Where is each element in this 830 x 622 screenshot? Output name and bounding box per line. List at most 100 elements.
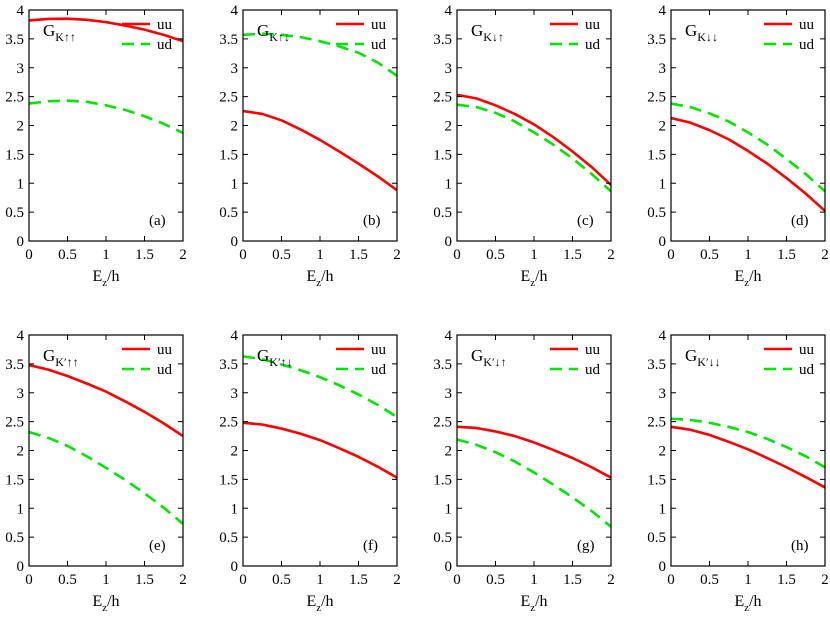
panel-f-xtick-label: 2 — [393, 572, 401, 588]
panel-c-ytick-label: 2.5 — [433, 90, 452, 106]
panel-d-xtick-label: 2 — [821, 247, 829, 263]
panel-d-ytick-label: 4 — [659, 3, 667, 19]
panel-e-xtick-label: 1 — [102, 572, 110, 588]
panel-c-xtick-label: 2 — [607, 247, 615, 263]
panel-a: 0 0.5 1 1.5 2 0 0.5 1 1.5 2 2.5 3 3.5 4 Ez/h GK↑↑ uu ud (a… — [5, 3, 187, 289]
panel-f: 0 0.5 1 1.5 2 0 0.5 1 1.5 2 2.5 3 3.5 4 Ez/h GK′↑↓ uu ud (… — [219, 328, 401, 614]
panel-f-title: GK′↑↓ — [257, 346, 293, 369]
panel-g-ytick-label: 1.5 — [433, 472, 452, 488]
panel-h-curves — [671, 417, 825, 489]
panel-e-xtick-label: 0 — [25, 572, 33, 588]
panel-c-xtick-label: 0 — [453, 247, 461, 263]
panel-d-series-ud — [671, 102, 825, 193]
panel-c-xtick-label: 0.5 — [486, 247, 505, 263]
panel-c-ytick-label: 1.5 — [433, 147, 452, 163]
panel-h-ytick-label: 2.5 — [647, 415, 666, 431]
panel-c: 0 0.5 1 1.5 2 0 0.5 1 1.5 2 2.5 3 3.5 4 Ez/h GK↓↑ uu ud (c… — [433, 3, 615, 289]
panel-c-xtick-label: 1.5 — [563, 247, 582, 263]
panel-a-xtick-label: 0.5 — [58, 247, 77, 263]
panel-d-ytick-label: 2 — [659, 119, 667, 135]
panel-e-curves — [29, 363, 183, 525]
panel-h-xtick-label: 0 — [667, 572, 675, 588]
panel-d-series-uu — [671, 116, 825, 212]
panel-g-title: GK′↓↑ — [471, 346, 507, 369]
panel-f-ytick-label: 3.5 — [219, 357, 238, 373]
panel-f-ytick-label: 2.5 — [219, 415, 238, 431]
panel-h-legend-label-uu: uu — [799, 342, 815, 358]
panel-e-legend-label-uu: uu — [157, 342, 173, 358]
panel-a-xtick-label: 0 — [25, 247, 33, 263]
panel-h-ytick-label: 1 — [659, 501, 667, 517]
panel-e-ytick-label: 3.5 — [5, 357, 24, 373]
panel-g: 0 0.5 1 1.5 2 0 0.5 1 1.5 2 2.5 3 3.5 4 Ez/h GK′↓↑ uu ud (… — [433, 328, 615, 614]
panel-b: 0 0.5 1 1.5 2 0 0.5 1 1.5 2 2.5 3 3.5 4 Ez/h GK↑↓ uu ud (b… — [219, 3, 401, 289]
panel-g-legend-label-uu: uu — [585, 342, 601, 358]
panel-b-ytick-label: 1 — [231, 176, 239, 192]
panel-f-ytick-label: 3 — [231, 386, 239, 402]
panel-e-legend-label-ud: ud — [157, 362, 173, 378]
panel-f-series-ud — [243, 355, 397, 419]
panel-g-curves — [457, 425, 611, 528]
panel-h-xtick-label: 1.5 — [777, 572, 796, 588]
panel-b-ytick-label: 3 — [231, 61, 239, 77]
panel-b-ytick-label: 4 — [231, 3, 239, 19]
panel-a-ytick-label: 1 — [17, 176, 25, 192]
panel-b-ytick-label: 0 — [231, 234, 239, 250]
panel-e-ytick-label: 4 — [17, 328, 25, 344]
panel-g-xtick-label: 0 — [453, 572, 461, 588]
panel-b-label: (b) — [363, 213, 381, 229]
panel-e-title: GK′↑↑ — [43, 346, 79, 369]
panel-f-ytick-label: 2 — [231, 444, 239, 460]
panel-d-legend-label-ud: ud — [799, 37, 815, 53]
panel-c-xtick-label: 1 — [530, 247, 538, 263]
panel-f-ytick-label: 1.5 — [219, 472, 238, 488]
panel-b-xtick-label: 1 — [316, 247, 324, 263]
panel-d-ytick-label: 3.5 — [647, 32, 666, 48]
panel-d-xtick-label: 1 — [744, 247, 752, 263]
panel-e-ytick-label: 2.5 — [5, 415, 24, 431]
panel-d-label: (d) — [791, 213, 809, 229]
panel-h-ytick-label: 0 — [659, 559, 667, 575]
panel-f-ytick-label: 0.5 — [219, 530, 238, 546]
panel-d-ytick-label: 1 — [659, 176, 667, 192]
panel-h-xtick-label: 0.5 — [700, 572, 719, 588]
panel-g-label: (g) — [577, 538, 595, 554]
panel-a-xtick-label: 1 — [102, 247, 110, 263]
panel-f-ytick-label: 4 — [231, 328, 239, 344]
panel-f-xtick-label: 1.5 — [349, 572, 368, 588]
panel-e-ytick-label: 2 — [17, 444, 25, 460]
panel-d-title: GK↓↓ — [685, 21, 718, 44]
panel-a-ytick-label: 2.5 — [5, 90, 24, 106]
panel-c-ytick-label: 1 — [445, 176, 453, 192]
panel-e-ytick-label: 1 — [17, 501, 25, 517]
panel-e-xtick-label: 1.5 — [135, 572, 154, 588]
panel-e-label: (e) — [149, 538, 166, 554]
panel-g-legend-label-ud: ud — [585, 362, 601, 378]
panel-a-curves — [29, 17, 183, 135]
panel-f-xtick-label: 1 — [316, 572, 324, 588]
panel-d-ytick-label: 0.5 — [647, 205, 666, 221]
panel-h-xtick-label: 1 — [744, 572, 752, 588]
panel-c-series-ud — [457, 103, 611, 193]
panel-f-series-uu — [243, 421, 397, 479]
panel-f-label: (f) — [363, 538, 378, 554]
panel-c-ytick-label: 2 — [445, 119, 453, 135]
panel-a-ytick-label: 2 — [17, 119, 25, 135]
panel-b-xlabel: Ez/h — [306, 268, 333, 289]
panel-b-legend-label-ud: ud — [371, 37, 387, 53]
panel-e-xlabel: Ez/h — [92, 593, 119, 614]
panel-b-ytick-label: 2 — [231, 119, 239, 135]
panel-c-ytick-label: 3 — [445, 61, 453, 77]
panel-a-ytick-label: 4 — [17, 3, 25, 19]
panel-a-legend-label-uu: uu — [157, 17, 173, 33]
panel-g-ytick-label: 0.5 — [433, 530, 452, 546]
panel-c-label: (c) — [577, 213, 594, 229]
panel-b-ytick-label: 1.5 — [219, 147, 238, 163]
panel-a-ytick-label: 3 — [17, 61, 25, 77]
panel-a-ytick-label: 3.5 — [5, 32, 24, 48]
panel-c-ytick-label: 4 — [445, 3, 453, 19]
panel-e-xtick-label: 2 — [179, 572, 187, 588]
panel-b-xtick-label: 0 — [239, 247, 247, 263]
panel-g-ytick-label: 0 — [445, 559, 453, 575]
panel-b-ytick-label: 3.5 — [219, 32, 238, 48]
